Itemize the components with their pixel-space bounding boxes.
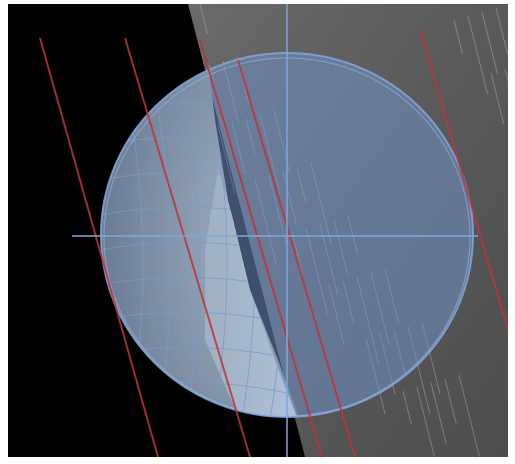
orbit-line [39,37,159,457]
orbit-line [199,39,323,457]
surface-streak [458,374,481,457]
orbit-line [237,59,356,457]
crosshair-icon [72,4,478,457]
surface-streak [481,11,498,75]
surface-streak [416,386,436,457]
orbit-lines [39,29,508,457]
orbit-line [124,37,251,457]
surface-streak [444,378,457,425]
surface-streak [467,15,488,95]
surface-streak [495,7,508,55]
surface-streak [453,19,463,55]
surface-streak [402,390,412,425]
surface-streak [430,382,447,445]
surface-streak [490,72,505,125]
surface-streak [504,68,508,84]
orbit-line [419,29,508,331]
surface-streak [199,4,208,35]
